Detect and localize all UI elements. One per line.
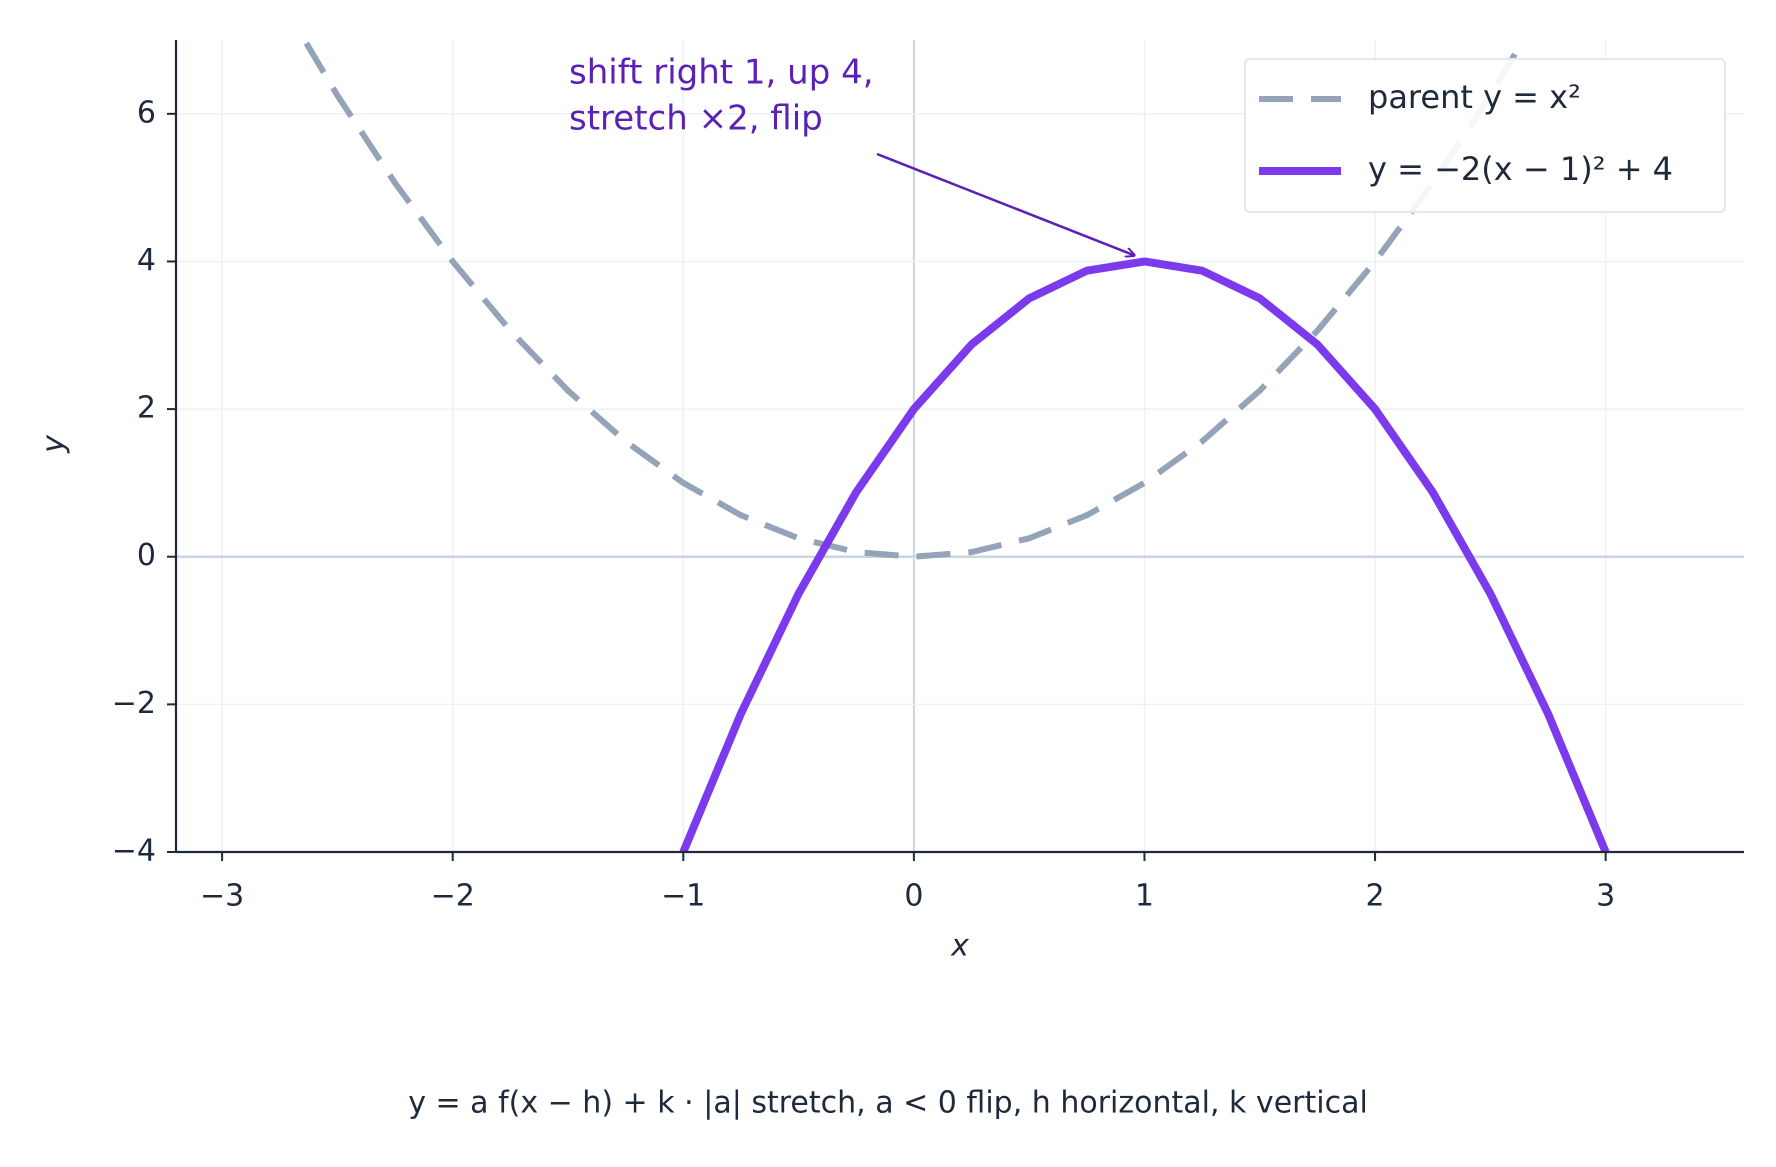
y-tick-label: 0 [137, 538, 156, 573]
legend-box [1244, 58, 1726, 213]
legend-label: y = −2(x − 1)² + 4 [1368, 150, 1673, 188]
legend-label: parent y = x² [1368, 78, 1581, 116]
annotation-arrow [876, 152, 1134, 255]
x-tick-label: 1 [1135, 879, 1154, 914]
y-tick-label: −2 [112, 686, 156, 721]
x-tick-label: −2 [431, 879, 475, 914]
y-tick-label: 4 [137, 243, 156, 278]
x-tick-label: 2 [1366, 879, 1385, 914]
annotation-text: shift right 1, up 4, [569, 53, 874, 93]
legend: parent y = x² y = −2(x − 1)² + 4 [1244, 58, 1726, 213]
plot-area [300, 40, 1610, 852]
caption: y = a f(x − h) + k · |a| stretch, a < 0 … [408, 1086, 1368, 1121]
x-tick-label: −1 [661, 879, 705, 914]
y-tick-label: 6 [137, 95, 156, 130]
x-tick-label: 3 [1596, 879, 1615, 914]
series-line [300, 40, 1527, 560]
y-tick-label: −4 [112, 834, 156, 869]
series-line [679, 257, 1610, 852]
y-tick-label: 2 [137, 391, 156, 426]
y-axis-label: y [37, 434, 72, 454]
x-axis-label: x [950, 929, 969, 964]
axes: −3 −2 −1 0 1 2 3 −4 −2 0 2 4 6 [112, 40, 1744, 914]
x-tick-label: 0 [904, 879, 923, 914]
annotation-text: stretch ×2, flip [569, 99, 823, 139]
x-tick-label: −3 [200, 879, 244, 914]
